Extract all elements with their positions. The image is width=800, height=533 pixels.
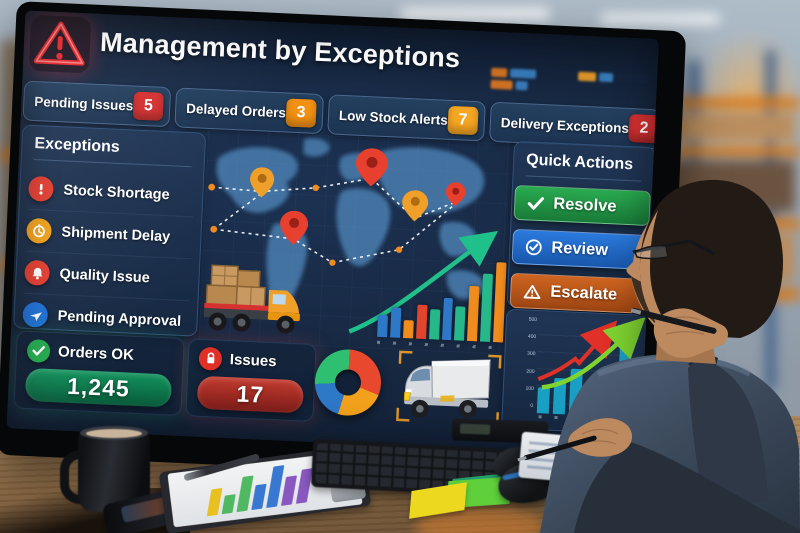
writing-pen [517,435,597,462]
ceiling-light [600,14,720,24]
send-icon [22,301,49,328]
quick-actions-panel: Quick Actions Resolve Review Escalate [506,140,656,314]
exceptions-panel: Exceptions Stock Shortage Shipment Delay [13,124,207,343]
warning-triangle-icon [523,284,541,299]
exceptions-panel-title: Exceptions [33,135,193,168]
count-badge: 7 [447,105,479,136]
world-map [198,128,511,355]
monitor: Management by Exceptions Pending Issues … [0,1,687,486]
status-donut-chart [313,348,383,417]
page-title: Management by Exceptions [99,26,461,74]
map-pins [250,148,466,245]
check-circle-icon [525,239,542,256]
kpi-chip-delayed-orders[interactable]: Delayed Orders 3 [174,87,324,135]
issues-card: Issues 17 [185,338,317,422]
eyeglasses [632,239,715,260]
suit-sleeve [574,442,800,533]
exception-item-shipment-delay[interactable]: Shipment Delay [25,208,194,259]
dashboard-header: Management by Exceptions [22,10,659,107]
count-badge: 3 [285,98,317,128]
clock-icon [25,217,53,244]
shelf-beam [655,98,800,109]
kpi-chip-delivery-exceptions[interactable]: Delivery Exceptions 2 [488,101,659,150]
dashboard-screen: Management by Exceptions Pending Issues … [6,10,659,457]
green-trend-arrow [541,316,646,390]
count-badge: 2 [628,114,659,144]
route-waypoint-dots [208,183,403,266]
count-badge: 5 [132,91,164,121]
mug-handle [60,450,95,504]
issues-value: 17 [196,375,305,414]
temple-skin [639,210,674,333]
delivery-truck-illustration [396,350,502,426]
mug-inner [86,429,142,438]
red-trend-arrow [537,320,618,382]
exception-item-stock-shortage[interactable]: Stock Shortage [27,168,196,216]
orders-ok-value: 1,245 [24,367,173,408]
review-button[interactable]: Review [511,228,649,270]
exception-item-pending-approval[interactable]: Pending Approval [21,292,190,343]
donut-hole [334,368,362,397]
alarm-bell-icon [24,259,51,286]
check-icon [527,197,545,210]
raised-arm-sleeve [688,358,768,510]
lock-icon [198,346,223,371]
cargo-truck-illustration [203,264,300,334]
orders-ok-card: Orders OK 1,245 [13,330,185,416]
warning-triangle-icon [28,14,92,74]
check-circle-icon [26,338,51,363]
exclamation-circle-icon [27,175,54,202]
exception-item-quality-issue[interactable]: Quality Issue [23,250,192,301]
hair [639,179,783,338]
resolve-button[interactable]: Resolve [513,184,651,227]
pen-at-chin [630,307,717,334]
calculator-screen [459,423,491,435]
route-lines [211,177,456,264]
kpi-chip-pending-issues[interactable]: Pending Issues 5 [22,80,172,128]
stacked-boxes [660,112,795,142]
shelf-beam [655,146,800,157]
performance-chart-panel: 500 400 300 200 100 0 [501,308,649,435]
trend-arrow [348,230,499,334]
shipment-trend-bar-chart [377,253,507,343]
writing-arm [517,418,800,533]
writing-hand [568,418,633,457]
mini-flow-widget [490,56,654,107]
escalate-button[interactable]: Escalate [509,272,647,314]
kpi-chip-low-stock[interactable]: Low Stock Alerts 7 [327,94,486,142]
ceiling-light [400,8,550,20]
